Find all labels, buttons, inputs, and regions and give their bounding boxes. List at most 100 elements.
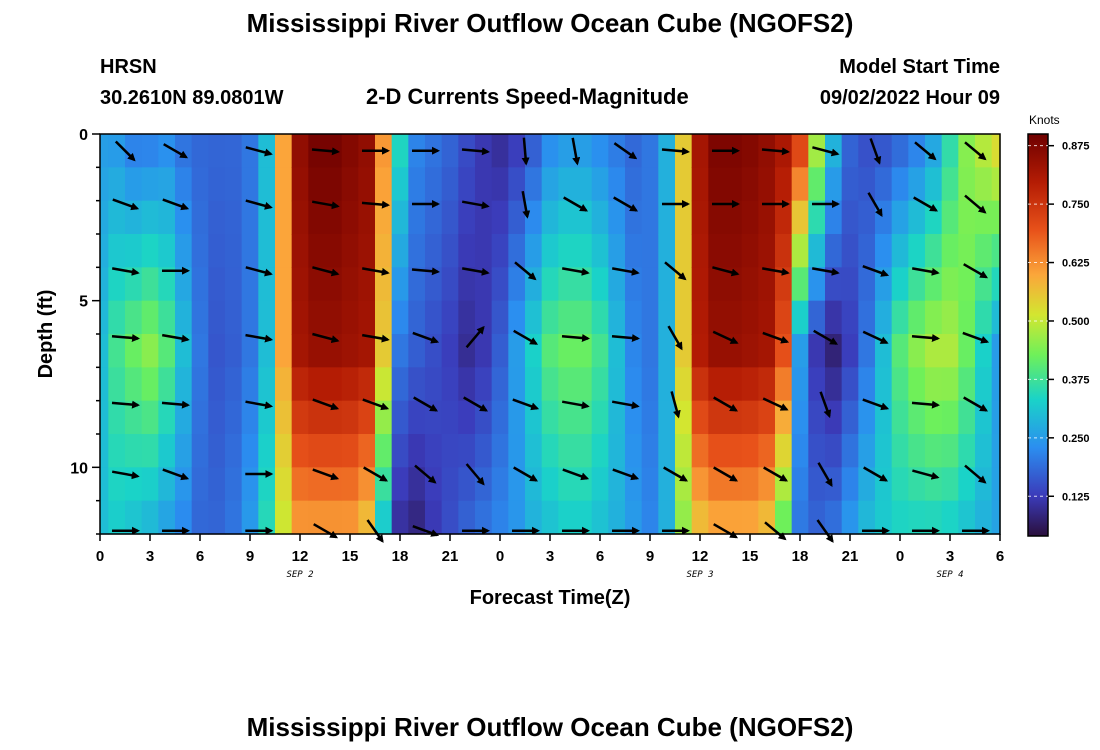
x-tick-label: 18 — [792, 548, 809, 565]
heatmap-cell — [925, 334, 943, 368]
heatmap-cell — [691, 267, 709, 302]
current-vector-arrow — [521, 137, 530, 166]
heatmap-cell — [425, 267, 443, 302]
heatmap-cell — [991, 200, 1001, 235]
current-vector-arrow — [963, 396, 989, 412]
current-vector-arrow — [162, 468, 190, 481]
heatmap-cell — [291, 467, 309, 502]
heatmap-cell — [708, 334, 726, 368]
heatmap-cell — [941, 200, 959, 235]
date-label: SEP 2 — [286, 570, 313, 580]
heatmap-cell — [825, 234, 843, 268]
current-vector-arrow — [911, 400, 940, 409]
current-vector-arrow — [312, 468, 340, 481]
heatmap-cell — [908, 200, 926, 235]
heatmap-cell — [408, 267, 426, 302]
heatmap-cell — [208, 234, 226, 268]
heatmap-cell — [941, 500, 959, 535]
heatmap-cell — [941, 167, 959, 202]
heatmap-cell — [391, 200, 409, 235]
x-tick-label: 21 — [442, 548, 459, 565]
footer-title: Mississippi River Outflow Ocean Cube (NG… — [246, 712, 854, 742]
heatmap-cell — [291, 200, 309, 235]
current-vector-arrow — [361, 267, 390, 276]
x-axis-label: Forecast Time(Z) — [470, 587, 631, 609]
heatmap-cell — [175, 467, 193, 502]
x-tick-label: 15 — [342, 548, 359, 565]
heatmap-cell — [891, 467, 909, 502]
heatmap-cell — [258, 500, 276, 535]
heatmap-cell — [608, 200, 626, 235]
heatmap-cell — [808, 467, 826, 502]
current-vector-arrow — [561, 400, 590, 410]
heatmap-cell — [958, 167, 976, 202]
heatmap-cell — [325, 500, 343, 535]
heatmap-cell — [191, 367, 209, 402]
heatmap-cell — [841, 200, 859, 235]
heatmap-cell — [908, 500, 926, 535]
current-vector-arrow — [762, 331, 790, 344]
heatmap-cell — [475, 234, 493, 268]
y-axis-label: Depth (ft) — [35, 290, 57, 379]
heatmap-cell — [641, 500, 659, 535]
current-vector-arrow — [611, 400, 640, 410]
current-vector-arrow — [912, 469, 940, 480]
current-vector-arrow — [312, 266, 340, 277]
heatmap-cell — [525, 467, 543, 502]
heatmap-cell — [525, 200, 543, 235]
heatmap-cell — [108, 367, 126, 402]
heatmap-cell — [675, 400, 693, 435]
heatmap-cell — [308, 167, 326, 202]
heatmap-cell — [108, 134, 126, 168]
heatmap-cell — [691, 234, 709, 268]
heatmap-cell — [808, 200, 826, 235]
heatmap-cell — [341, 267, 359, 302]
heatmap-cell — [158, 467, 176, 502]
heatmap-cell — [641, 400, 659, 435]
heatmap-cell — [641, 300, 659, 335]
heatmap-cell — [791, 234, 809, 268]
heatmap-cell — [491, 167, 509, 202]
heatmap-cell — [225, 500, 243, 535]
heatmap-cell — [275, 134, 293, 168]
heatmap-cell — [541, 334, 559, 368]
heatmap-cell — [508, 500, 526, 535]
current-vector-arrow — [812, 146, 840, 157]
heatmap-cell — [641, 334, 659, 368]
current-vector-arrow — [312, 398, 340, 411]
x-tick-label: 6 — [996, 548, 1004, 565]
heatmap-cell — [841, 467, 859, 502]
heatmap-cell — [225, 334, 243, 368]
date-label: SEP 3 — [686, 570, 713, 580]
current-vector-arrow — [361, 333, 390, 343]
heatmap-cell — [475, 467, 493, 502]
heatmap-cell — [608, 434, 626, 468]
heatmap-cell — [791, 334, 809, 368]
current-vector-arrow — [911, 333, 940, 342]
heatmap-cell — [708, 267, 726, 302]
heatmap-cell — [758, 467, 776, 502]
current-vector-arrow — [461, 147, 490, 156]
heatmap-cell — [291, 167, 309, 202]
colorbar-tick-label: 0.375 — [1062, 374, 1090, 386]
heatmap-cell — [408, 167, 426, 202]
heatmap-cell — [441, 467, 459, 502]
heatmap-cell — [591, 500, 609, 535]
heatmap-cell — [758, 167, 776, 202]
heatmap-cell — [858, 334, 876, 368]
heatmap-cell — [491, 500, 509, 535]
heatmap-cell — [425, 467, 443, 502]
heatmap-cell — [925, 134, 943, 168]
current-vector-arrow — [611, 267, 640, 276]
current-vector-arrow — [111, 470, 140, 480]
heatmap-cell — [841, 434, 859, 468]
heatmap-cell — [991, 167, 1001, 202]
heatmap-cell — [808, 134, 826, 168]
heatmap-cell — [858, 200, 876, 235]
heatmap-cell — [625, 467, 643, 502]
heatmap-cell — [741, 300, 759, 335]
heatmap-cell — [791, 300, 809, 335]
current-vector-arrow — [513, 466, 539, 482]
x-tick-label: 15 — [742, 548, 759, 565]
heatmap-cell — [975, 367, 993, 402]
